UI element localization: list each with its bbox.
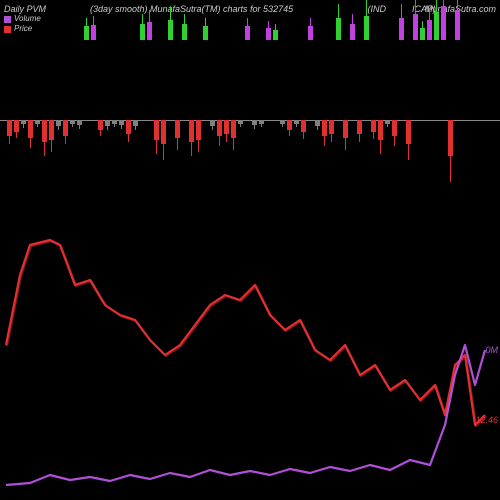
- legend: Volume Price: [4, 14, 41, 34]
- baseline: [0, 120, 500, 121]
- volume-axis-label: 0M: [485, 345, 498, 355]
- price-axis-label: 12.46: [475, 415, 498, 425]
- volume-line: [6, 345, 485, 485]
- title-ind: (IND: [368, 4, 387, 14]
- legend-volume: Volume: [4, 14, 41, 24]
- legend-volume-label: Volume: [14, 14, 41, 24]
- title-left: Daily PVM: [4, 4, 46, 14]
- price-line: [6, 240, 485, 425]
- title-mid: (3day smooth) MunafaSutra(TM) charts for…: [90, 4, 293, 14]
- legend-price: Price: [4, 24, 41, 34]
- price-volume-chart: 0M 12.46: [0, 225, 500, 495]
- legend-volume-swatch: [4, 16, 11, 23]
- oscillator-chart: [0, 80, 500, 160]
- line-chart-svg: [0, 225, 500, 495]
- price-line-shadow: [7, 241, 486, 426]
- legend-price-label: Price: [14, 24, 32, 34]
- legend-price-swatch: [4, 26, 11, 33]
